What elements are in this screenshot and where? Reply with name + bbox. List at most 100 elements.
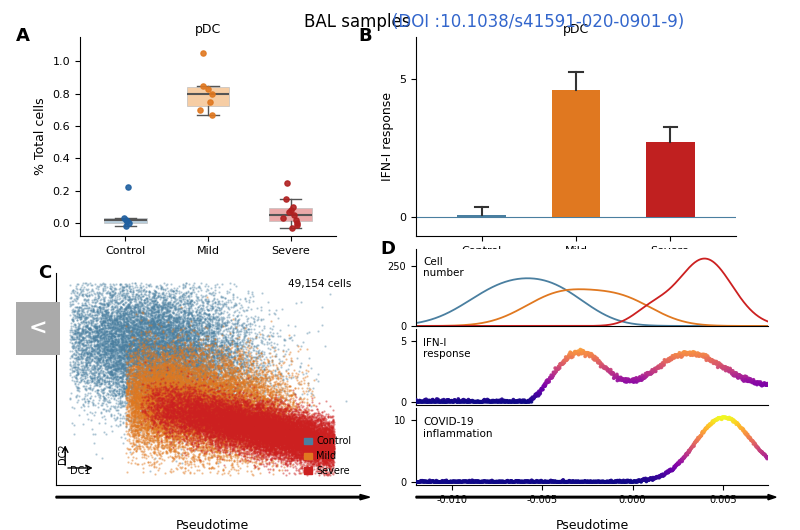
Point xyxy=(148,368,161,377)
Point xyxy=(230,423,243,432)
Point xyxy=(154,421,166,430)
Point xyxy=(136,333,149,341)
Point xyxy=(254,425,267,433)
Point xyxy=(148,382,161,390)
Point xyxy=(129,358,142,367)
Point xyxy=(141,317,154,325)
Point xyxy=(298,429,310,438)
Point xyxy=(313,433,326,441)
Point xyxy=(199,410,212,419)
Point xyxy=(285,432,298,440)
Point xyxy=(314,438,326,447)
Point xyxy=(211,402,224,410)
Point xyxy=(272,426,285,435)
Point xyxy=(302,430,315,438)
Point xyxy=(144,411,157,420)
Point xyxy=(186,423,199,431)
Point xyxy=(258,386,270,394)
Point xyxy=(213,408,226,417)
Point xyxy=(233,391,246,400)
Point xyxy=(133,351,146,359)
Point xyxy=(161,325,174,334)
Point xyxy=(106,371,119,379)
Point xyxy=(198,426,210,434)
Point xyxy=(178,413,190,421)
Point xyxy=(171,366,184,375)
Point xyxy=(183,401,196,409)
Point xyxy=(671,351,684,359)
Point xyxy=(138,396,151,405)
Point xyxy=(214,386,226,394)
Point xyxy=(242,424,254,432)
Point xyxy=(254,425,266,433)
Point xyxy=(96,312,109,320)
Point xyxy=(102,407,115,416)
Point xyxy=(188,430,201,438)
Point xyxy=(214,409,227,418)
Point xyxy=(266,436,279,444)
Point xyxy=(303,430,316,438)
Point xyxy=(169,399,182,407)
Point xyxy=(263,447,276,456)
Point xyxy=(214,426,226,435)
Point xyxy=(90,357,103,366)
Point xyxy=(196,398,209,406)
Point xyxy=(163,341,176,350)
Point xyxy=(305,425,318,433)
Point xyxy=(294,440,307,448)
Point xyxy=(292,432,305,441)
Point xyxy=(100,310,113,318)
Point xyxy=(154,323,166,331)
Point xyxy=(200,371,213,379)
Point xyxy=(153,387,166,395)
Point xyxy=(243,367,256,376)
Point xyxy=(104,290,117,299)
Point xyxy=(248,425,261,433)
Point xyxy=(146,301,159,310)
Point xyxy=(200,428,213,437)
Point xyxy=(199,396,212,404)
Point xyxy=(225,413,238,421)
Point xyxy=(313,453,326,462)
Point xyxy=(531,390,544,399)
Point xyxy=(119,385,132,394)
Point xyxy=(272,420,285,429)
Point xyxy=(129,401,142,410)
Point xyxy=(226,432,238,441)
Point xyxy=(586,350,598,359)
Point xyxy=(275,411,288,420)
Point xyxy=(261,408,274,417)
Point xyxy=(120,371,133,379)
Point xyxy=(283,413,296,421)
Point xyxy=(173,403,186,412)
Point xyxy=(178,404,190,413)
Point xyxy=(132,407,145,415)
Point xyxy=(311,450,324,458)
Point xyxy=(234,407,247,416)
Point xyxy=(163,341,176,350)
Point xyxy=(161,416,174,425)
Point xyxy=(192,335,205,343)
Point xyxy=(286,461,299,470)
Point xyxy=(207,420,220,428)
Point xyxy=(198,375,210,383)
Point xyxy=(211,357,224,365)
Point xyxy=(142,405,155,414)
Point xyxy=(122,353,134,361)
Point xyxy=(121,340,134,349)
Point xyxy=(151,412,164,421)
Point xyxy=(139,326,152,335)
Point xyxy=(263,429,276,438)
Point xyxy=(238,426,251,434)
Point xyxy=(118,355,130,364)
Point xyxy=(246,297,259,305)
Point xyxy=(249,414,262,422)
Point xyxy=(114,364,127,372)
Point xyxy=(183,367,196,376)
Point xyxy=(191,294,204,303)
Point xyxy=(250,419,263,428)
Point xyxy=(186,296,199,305)
Point xyxy=(102,406,115,414)
Point xyxy=(318,426,331,435)
Point xyxy=(174,333,187,341)
